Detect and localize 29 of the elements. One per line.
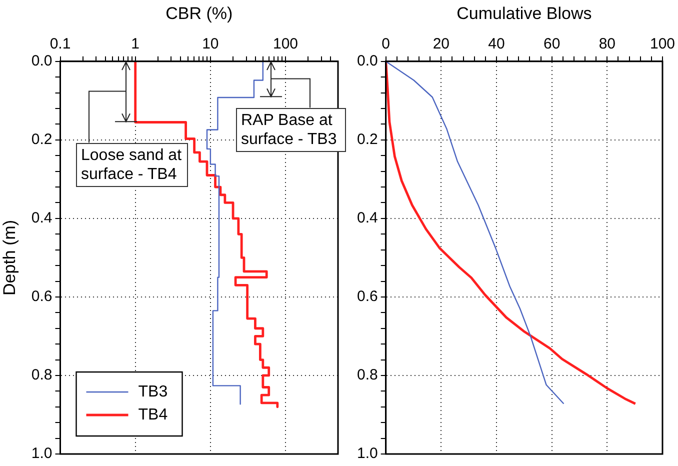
x-tick-label: 0.1 bbox=[50, 36, 71, 53]
x-tick-label: 0 bbox=[382, 36, 390, 53]
x-tick-label: 40 bbox=[488, 36, 505, 53]
y-tick-label: 0.4 bbox=[356, 210, 378, 227]
y-tick-label: 0.2 bbox=[31, 131, 52, 148]
x-tick-label: 60 bbox=[543, 36, 560, 53]
y-tick-label: 0.4 bbox=[31, 210, 52, 227]
legend-label: TB3 bbox=[138, 383, 168, 400]
y-tick-label: 0.8 bbox=[31, 366, 52, 384]
x-tick-label: 100 bbox=[650, 36, 675, 53]
x-tick-label: 10 bbox=[202, 36, 219, 53]
y-tick-label: 0.0 bbox=[356, 52, 378, 70]
legend-label: TB4 bbox=[138, 406, 168, 424]
y-tick-label: 0.6 bbox=[31, 288, 52, 306]
x-tick-label: 1 bbox=[131, 36, 140, 53]
y-tick-label: 1.0 bbox=[31, 445, 52, 462]
y-tick-label: 0.6 bbox=[356, 288, 378, 306]
annotation: RAP Base at surface - TB3 bbox=[236, 108, 346, 152]
y-tick-label: 1.0 bbox=[356, 445, 378, 462]
x-tick-label: 100 bbox=[273, 36, 298, 53]
y-axis-title: Depth (m) bbox=[0, 220, 19, 296]
annotation: Loose sand at surface - TB4 bbox=[76, 143, 188, 187]
x-axis-title: Cumulative Blows bbox=[456, 4, 592, 23]
y-tick-label: 0.8 bbox=[356, 366, 378, 384]
x-axis-title: CBR (%) bbox=[166, 4, 233, 23]
x-tick-label: 80 bbox=[598, 36, 616, 53]
x-tick-label: 20 bbox=[432, 36, 450, 53]
y-tick-label: 0.2 bbox=[356, 131, 378, 148]
y-tick-label: 0.0 bbox=[31, 52, 52, 70]
